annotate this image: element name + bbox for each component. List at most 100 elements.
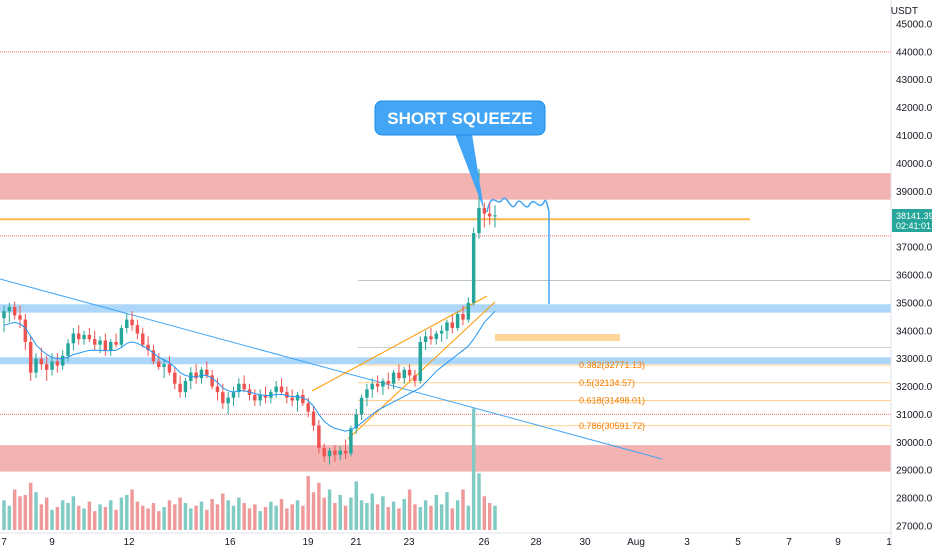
candle-body — [23, 319, 28, 342]
currency-label: USDT — [891, 6, 918, 17]
volume-bar — [167, 500, 172, 530]
volume-bar — [290, 504, 294, 530]
candle-body — [2, 311, 6, 319]
volume-bar — [471, 408, 476, 530]
candle-body — [66, 343, 70, 356]
candle-body — [397, 372, 401, 379]
volume-bar — [455, 500, 460, 530]
candle-body — [87, 334, 92, 340]
resistance-zone — [0, 173, 891, 200]
price-tick-label: 43000.00 — [896, 75, 932, 86]
candle-body — [173, 372, 177, 384]
candle-body — [466, 302, 471, 320]
candle-body — [237, 383, 241, 393]
volume-bar — [82, 508, 86, 530]
support-zone — [0, 357, 891, 365]
candle-body — [311, 411, 316, 426]
volume-bar — [98, 504, 102, 530]
volume-bar — [429, 505, 433, 530]
price-axis[interactable]: USDT 27000.00 28000.00 29000.00 30000.00 310… — [890, 0, 932, 550]
candle-body — [12, 307, 17, 316]
price-tick-label: 45000.00 — [896, 19, 932, 30]
volume-bar — [12, 489, 17, 530]
volume-bar — [359, 500, 364, 530]
volume-bar — [418, 507, 423, 530]
last-price-tag: 38141.39 02:41:01 — [892, 209, 932, 232]
volume-bar — [66, 503, 70, 530]
volume-bar — [391, 501, 396, 530]
fib-level-label: 0.382(32771.13) — [579, 360, 645, 370]
price-tick-label: 27000.00 — [896, 522, 932, 533]
price-tick-label: 34000.00 — [896, 326, 932, 337]
price-tick-label: 44000.00 — [896, 47, 932, 58]
candle-body — [370, 383, 374, 390]
volume-bars — [2, 408, 497, 530]
candle-body — [130, 319, 134, 326]
time-tick-label: 9 — [835, 537, 841, 548]
last-price-tag-box — [892, 209, 932, 232]
volume-bar — [92, 511, 97, 530]
volume-bar — [466, 505, 471, 530]
candle-body — [429, 336, 433, 340]
candle-body — [461, 314, 465, 320]
support-zone — [0, 304, 891, 313]
volume-bar — [322, 497, 326, 530]
volume-bar — [349, 497, 353, 530]
price-tick-label: 42000.00 — [896, 103, 932, 114]
volume-bar — [34, 492, 38, 530]
volume-bar — [306, 476, 310, 530]
candle-body — [471, 233, 476, 303]
volume-bar — [370, 493, 374, 530]
volume-bar — [258, 511, 262, 530]
volume-bar — [269, 501, 273, 530]
candle-body — [55, 361, 60, 366]
time-axis[interactable]: 7 9 12 16 19 21 23 26 28 30 Aug 3 5 7 9 1 — [0, 532, 892, 548]
ema-line — [3, 310, 496, 432]
time-tick-label: 3 — [684, 537, 690, 548]
candle-body — [418, 341, 423, 381]
volume-bar — [221, 493, 225, 530]
candle-body — [141, 333, 145, 345]
fib-level-label: 0.618(31498.01) — [579, 396, 645, 406]
volume-bar — [87, 501, 92, 530]
candle-body — [333, 450, 337, 455]
candle-body — [343, 450, 348, 454]
candle-body — [71, 333, 76, 344]
short-squeeze-callout: SHORT SQUEEZE — [374, 100, 546, 210]
candle-body — [194, 372, 198, 379]
candle-body — [7, 307, 12, 312]
price-tick-label: 28000.00 — [896, 494, 932, 505]
volume-bar — [173, 504, 177, 530]
callout-pointer — [455, 134, 484, 210]
candle-body — [221, 392, 225, 404]
price-tick-label: 37000.00 — [896, 243, 932, 254]
volume-bar — [183, 503, 188, 530]
volume-bar — [295, 500, 300, 530]
volume-bar — [493, 505, 497, 530]
time-tick-label: 16 — [224, 537, 236, 548]
price-tick-label: 40000.00 — [896, 159, 932, 170]
time-tick-label: 5 — [735, 537, 741, 548]
volume-bar — [199, 501, 204, 530]
volume-bar — [253, 504, 257, 530]
volume-bar — [237, 497, 241, 530]
candle-body — [50, 361, 54, 370]
volume-bar — [215, 504, 220, 530]
candle-body — [327, 450, 332, 457]
candle-body — [157, 361, 161, 368]
volume-bar — [285, 508, 289, 530]
time-tick-label: 21 — [350, 537, 362, 548]
volume-bar — [375, 504, 380, 530]
volume-bar — [205, 509, 209, 530]
candle-body — [183, 380, 188, 393]
candle-body — [92, 339, 97, 345]
volume-bar — [114, 509, 118, 530]
volume-bar — [71, 496, 76, 530]
price-zones — [0, 173, 891, 472]
time-tick-label: 12 — [123, 537, 135, 548]
candle-body — [455, 314, 460, 328]
candle-body — [365, 389, 369, 398]
candle-body — [135, 325, 140, 334]
volume-bar — [60, 500, 65, 530]
